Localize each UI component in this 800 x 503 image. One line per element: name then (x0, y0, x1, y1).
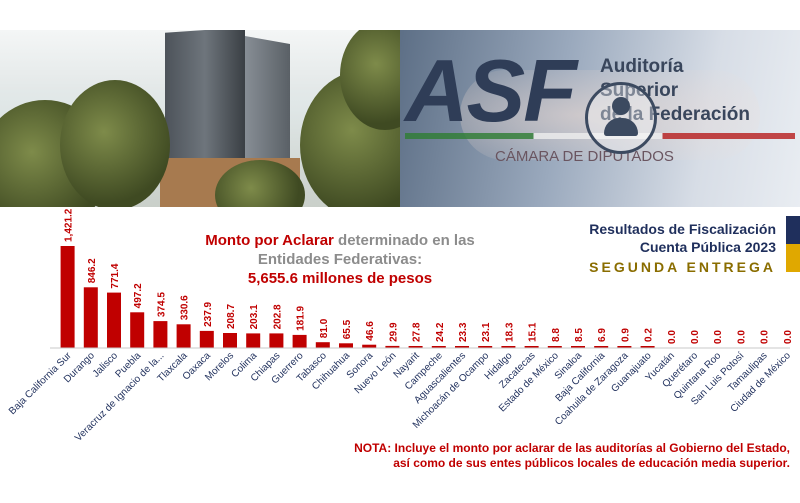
data-label: 29.9 (388, 322, 399, 342)
bar (385, 345, 400, 348)
data-label: 374.5 (156, 292, 167, 317)
data-label: 65.5 (342, 319, 353, 339)
building-photo (0, 30, 400, 207)
bar (130, 312, 145, 348)
data-label: 27.8 (412, 322, 423, 342)
header-line2: Cuenta Pública 2023 (639, 239, 776, 255)
bar (176, 324, 191, 348)
headline-grey-1: determinado en las (333, 232, 475, 249)
data-label: 6.9 (597, 328, 608, 342)
note-label: NOTA: (354, 441, 392, 455)
data-label: 771.4 (110, 263, 121, 288)
data-label: 0.2 (644, 328, 655, 342)
header-line3: SEGUNDA ENTREGA (589, 259, 776, 275)
asf-logo-text: ASF (405, 41, 577, 140)
data-label: 330.6 (180, 295, 191, 320)
header-accent-bar (786, 216, 800, 272)
bar (269, 333, 284, 348)
user-icon (585, 82, 657, 154)
headline-total: 5,655.6 millones de pesos (247, 270, 433, 287)
org-name-line1: Auditoría (600, 56, 684, 77)
data-label: 0.9 (620, 328, 631, 342)
banner: ASF Auditoría Superior de la Federación … (0, 30, 800, 207)
bar (455, 346, 469, 348)
bar (83, 287, 98, 348)
data-label: 208.7 (226, 304, 237, 329)
data-label: 846.2 (87, 258, 98, 283)
asf-logo-photo: ASF Auditoría Superior de la Federación … (400, 30, 800, 207)
bar (362, 344, 377, 348)
data-label: 15.1 (528, 322, 539, 342)
headline-grey-2: Entidades Federativas: (257, 251, 423, 268)
data-label: 23.1 (481, 322, 492, 342)
bar (246, 333, 261, 348)
data-label: 237.9 (203, 301, 214, 326)
data-label: 0.0 (783, 330, 794, 344)
bar (501, 346, 516, 348)
data-label: 8.8 (551, 328, 562, 342)
bar (524, 346, 539, 348)
bar (571, 346, 585, 348)
data-label: 0.0 (760, 330, 771, 344)
bar (60, 246, 75, 348)
headline-red: Monto por Aclarar (205, 232, 334, 249)
bar (478, 346, 493, 348)
data-label: 46.6 (365, 321, 376, 341)
note-line1: Incluye el monto por aclarar de las audi… (391, 441, 790, 455)
data-label: 24.2 (435, 322, 446, 342)
data-label: 81.0 (319, 318, 330, 338)
bar (547, 346, 562, 348)
data-label: 181.9 (296, 305, 307, 330)
data-label: 8.5 (574, 328, 585, 342)
chart-headline: Monto por Aclarar determinado en las Ent… (200, 231, 480, 288)
note-line2: así como de sus entes públicos locales d… (393, 456, 790, 470)
bar (292, 334, 307, 348)
data-label: 0.0 (713, 330, 724, 344)
footnote: NOTA: Incluye el monto por aclarar de la… (300, 441, 790, 471)
bar (617, 346, 632, 348)
bar (339, 343, 353, 348)
data-label: 0.0 (667, 330, 678, 344)
bar (315, 342, 330, 348)
data-label: 203.1 (249, 304, 260, 329)
data-label: 497.2 (133, 283, 144, 308)
results-header: Resultados de Fiscalización Cuenta Públi… (589, 216, 800, 278)
data-label: 1,421.2 (64, 208, 75, 242)
data-label: 202.8 (272, 304, 283, 329)
bar (594, 346, 609, 348)
bar (431, 346, 446, 348)
bar (408, 346, 423, 348)
data-label: 18.3 (504, 322, 515, 342)
bar (107, 292, 121, 348)
bar (640, 346, 655, 348)
bar (153, 321, 168, 348)
data-label: 0.0 (736, 330, 747, 344)
category-label: Baja California Sur (7, 350, 74, 417)
bar (223, 333, 237, 348)
data-label: 23.3 (458, 322, 469, 342)
data-label: 0.0 (690, 330, 701, 344)
bar (199, 330, 214, 348)
header-line1: Resultados de Fiscalización (589, 221, 776, 237)
